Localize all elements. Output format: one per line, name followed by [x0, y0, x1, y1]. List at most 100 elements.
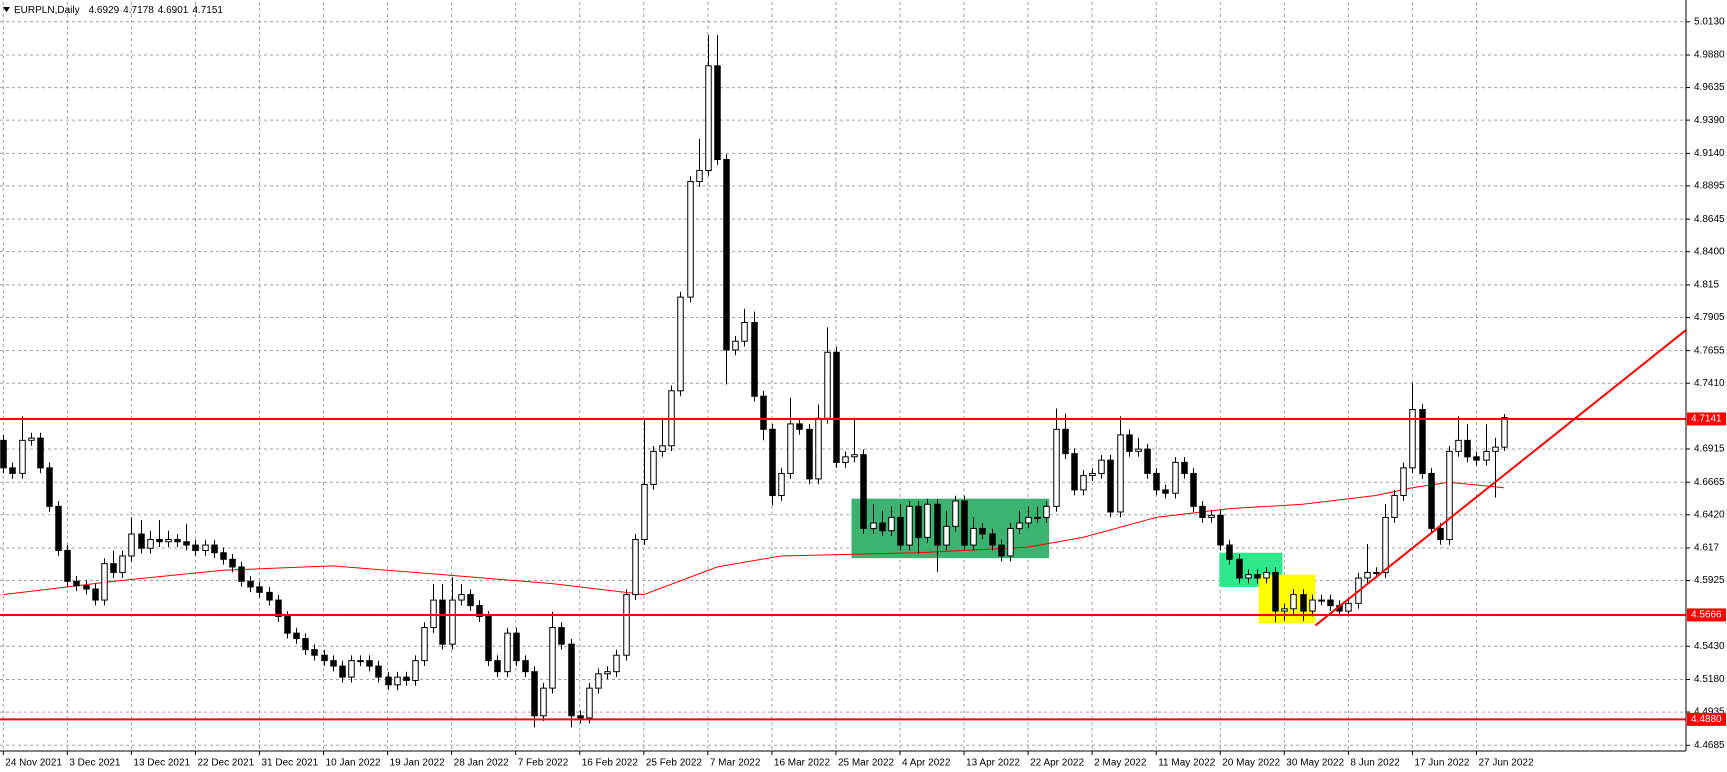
candle-body — [1217, 514, 1224, 546]
candle-body — [540, 687, 547, 717]
header-close: 4.7151 — [192, 5, 223, 16]
candle-body — [28, 437, 35, 441]
candle-body — [211, 544, 218, 554]
candle-body — [1483, 450, 1490, 461]
candle-body — [1236, 558, 1243, 579]
candle-body — [1153, 472, 1160, 491]
x-tick-label: 31 Dec 2021 — [261, 758, 318, 769]
x-tick-label: 30 May 2022 — [1286, 758, 1344, 769]
candle-body — [101, 563, 108, 601]
candle-body — [723, 158, 730, 351]
candle-body — [247, 580, 254, 588]
candle-body — [284, 616, 291, 634]
price-label-box — [1687, 712, 1726, 726]
y-tick-label: 4.9635 — [1694, 82, 1725, 93]
candle-body — [1318, 599, 1325, 602]
candle-body — [1071, 453, 1078, 491]
y-tick-label: 4.9140 — [1694, 148, 1725, 159]
chart-title: EURPLN,Daily — [14, 5, 80, 16]
candle-body — [915, 505, 922, 538]
candle-body — [870, 522, 877, 529]
x-tick-label: 11 May 2022 — [1158, 758, 1216, 769]
candle-body — [19, 439, 26, 474]
x-tick-label: 25 Feb 2022 — [646, 758, 703, 769]
y-tick-label: 4.5430 — [1694, 641, 1725, 652]
candle-body — [138, 533, 145, 549]
candle-body — [1162, 489, 1169, 494]
x-tick-label: 4 Apr 2022 — [902, 758, 951, 769]
candle-body — [531, 671, 538, 717]
candle-body — [851, 454, 858, 458]
y-tick-label: 4.5180 — [1694, 674, 1725, 685]
candle-body — [613, 654, 620, 673]
candle-body — [1409, 409, 1416, 469]
y-tick-label: 4.7655 — [1694, 345, 1725, 356]
candle-body — [1043, 505, 1050, 518]
candle-body — [321, 654, 328, 662]
candle-body — [119, 555, 126, 574]
candle-body — [513, 632, 520, 662]
candle-body — [1089, 472, 1096, 477]
candle-body — [522, 660, 529, 673]
header-open: 4.6929 — [89, 5, 120, 16]
candle-body — [37, 437, 44, 469]
y-tick-label: 4.6915 — [1694, 444, 1725, 455]
candle-body — [1181, 461, 1188, 474]
candle-body — [1373, 572, 1380, 575]
header-high: 4.7178 — [123, 5, 154, 16]
candle-body — [9, 467, 16, 474]
candle-body — [1364, 572, 1371, 579]
trend-line — [1314, 329, 1686, 627]
candle-body — [1455, 439, 1462, 452]
x-tick-label: 7 Feb 2022 — [518, 758, 569, 769]
candle-body — [1107, 459, 1114, 513]
candle-body — [934, 503, 941, 546]
candle-body — [687, 181, 694, 298]
candle-body — [1172, 461, 1179, 494]
price-label-box — [1687, 608, 1726, 622]
candle-body — [147, 538, 154, 549]
candle-body — [760, 395, 767, 430]
candle-body — [1098, 459, 1105, 474]
candle-body — [0, 439, 7, 469]
candle-body — [970, 527, 977, 546]
candle-body — [568, 643, 575, 717]
x-tick-label: 3 Dec 2021 — [69, 758, 121, 769]
candle-body — [504, 632, 511, 673]
price-label: 4.5666 — [1691, 610, 1722, 621]
candle-body — [1345, 602, 1352, 612]
candle-body — [1144, 448, 1151, 474]
candle-body — [229, 558, 236, 568]
candle-body — [1034, 516, 1041, 519]
candle-body — [1327, 599, 1334, 607]
candle-body — [467, 594, 474, 607]
candle-body — [256, 586, 263, 593]
collapse-icon[interactable] — [3, 7, 10, 12]
y-tick-label: 4.9390 — [1694, 115, 1725, 126]
candle-body — [1428, 472, 1435, 529]
candle-body — [549, 627, 556, 689]
candle-body — [485, 616, 492, 662]
candle-body — [558, 627, 565, 645]
candle-body — [412, 660, 419, 681]
x-tick-label: 22 Dec 2021 — [197, 758, 254, 769]
y-tick-label: 4.8895 — [1694, 181, 1725, 192]
candle-body — [833, 351, 840, 463]
candle-body — [174, 538, 181, 543]
candle-body — [1080, 475, 1087, 491]
x-tick-label: 8 Jun 2022 — [1350, 758, 1400, 769]
candle-body — [741, 321, 748, 342]
candle-body — [92, 588, 99, 601]
y-tick-label: 5.0130 — [1694, 16, 1725, 27]
x-tick-label: 28 Jan 2022 — [454, 758, 509, 769]
x-tick-label: 25 Mar 2022 — [838, 758, 895, 769]
x-tick-label: 16 Feb 2022 — [582, 758, 639, 769]
candle-body — [659, 445, 666, 452]
candle-body — [879, 522, 886, 532]
candle-body — [1126, 434, 1133, 452]
candle-body — [696, 169, 703, 183]
candle-body — [979, 527, 986, 535]
candle-body — [1117, 434, 1124, 513]
candle-body — [1309, 599, 1316, 612]
